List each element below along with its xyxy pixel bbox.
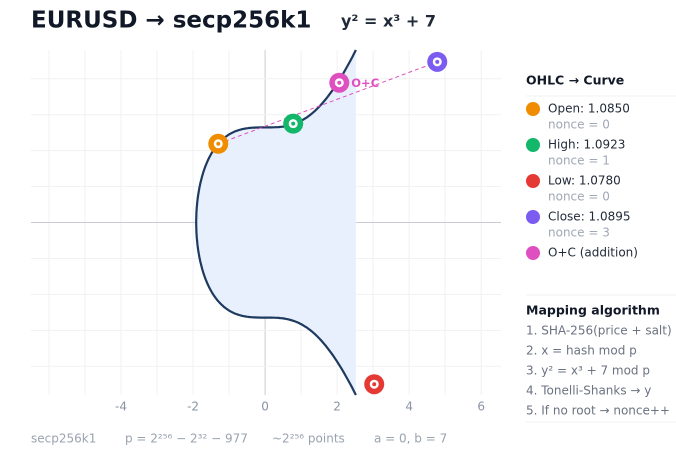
point-core: [216, 141, 221, 146]
x-tick-label: 2: [333, 400, 341, 414]
footer-text: ~2²⁵⁶ points: [272, 432, 345, 446]
point-core: [435, 59, 440, 64]
legend-title: OHLC → Curve: [526, 73, 624, 88]
legend-note: nonce = 0: [548, 118, 610, 132]
algorithm-step: 3. y² = x³ + 7 mod p: [526, 364, 650, 378]
legend-label: O+C (addition): [548, 246, 638, 260]
point-label: O+C: [351, 76, 379, 90]
point-core: [291, 121, 296, 126]
legend-label: Open: 1.0850: [548, 102, 630, 116]
legend-label: Low: 1.0780: [548, 174, 621, 188]
legend-swatch: [526, 246, 540, 260]
x-tick-label: -4: [115, 400, 127, 414]
legend-label: Close: 1.0895: [548, 210, 631, 224]
algorithm-step: 4. Tonelli-Shanks → y: [526, 384, 651, 398]
legend-note: nonce = 3: [548, 226, 610, 240]
point-core: [337, 80, 342, 85]
footer-text: secp256k1: [31, 432, 96, 446]
curve-area: [196, 50, 356, 395]
algorithm-step: 2. x = hash mod p: [526, 344, 637, 358]
legend-swatch: [526, 174, 540, 188]
curve: [195, 49, 357, 396]
x-tick-label: -2: [187, 400, 199, 414]
legend-label: High: 1.0923: [548, 138, 625, 152]
side-panel: Open: 1.0850 nonce = 0 High: 1.0923 nonce =…: [31, 102, 672, 446]
legend-swatch: [526, 138, 540, 152]
legend-note: nonce = 1: [548, 154, 610, 168]
footer-text: a = 0, b = 7: [374, 432, 447, 446]
x-tick-label: 4: [405, 400, 413, 414]
algorithm-title: Mapping algorithm: [526, 303, 660, 318]
title: EURUSD → secp256k1: [31, 8, 311, 34]
plot: -4 -2 0 2 4 6 O+C: [31, 49, 501, 414]
chord: [218, 61, 438, 145]
legend-note: nonce = 0: [548, 190, 610, 204]
legend-swatch: [526, 210, 540, 224]
x-tick-label: 0: [261, 400, 269, 414]
algorithm-step: 5. If no root → nonce++: [526, 404, 670, 418]
algorithm-step: 1. SHA-256(price + salt): [526, 324, 672, 338]
footer-text: p = 2²⁵⁶ − 2³² − 977: [125, 432, 248, 446]
x-tick-label: 6: [477, 400, 485, 414]
point-core: [372, 382, 377, 387]
formula: y² = x³ + 7: [341, 12, 436, 31]
legend-swatch: [526, 102, 540, 116]
